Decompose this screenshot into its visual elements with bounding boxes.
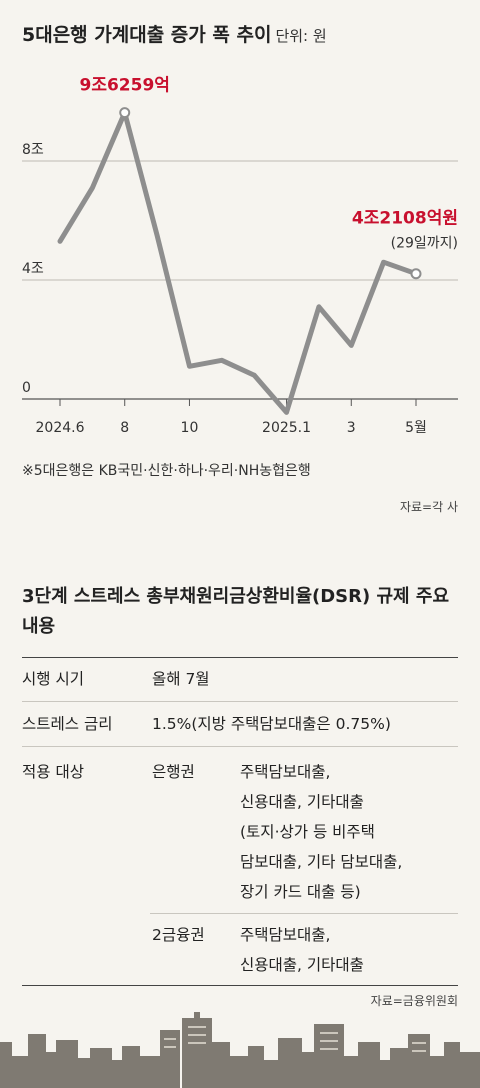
group-name-nonbank: 2금융권	[152, 926, 205, 944]
footnote: ※5대은행은 KB국민·신한·하나·우리·NH농협은행	[22, 463, 311, 479]
source-label: 자료=각 사	[399, 500, 458, 514]
x-tick-label: 5월	[405, 420, 427, 436]
source-label: 자료=금융위원회	[370, 994, 458, 1008]
y-tick-label: 0	[22, 380, 31, 396]
group-line: 신용대출, 기타대출	[240, 793, 364, 811]
x-tick-label: 3	[347, 420, 356, 436]
row-label-target: 적용 대상	[22, 763, 84, 781]
dsr-table-title: 3단계 스트레스 총부채원리금상환비율(DSR) 규제 주요 내용	[22, 586, 450, 637]
group-line: 주택담보대출,	[240, 763, 331, 781]
data-label-note: (29일까지)	[391, 236, 458, 252]
series-line	[57, 110, 419, 415]
row-value-stress-rate: 1.5%(지방 주택담보대출은 0.75%)	[152, 715, 391, 733]
group-line: 장기 카드 대출 등)	[240, 883, 361, 901]
unit-label: 단위: 원	[275, 27, 327, 45]
group-line: (토지·상가 등 비주택	[240, 823, 375, 841]
row-label-stress-rate: 스트레스 금리	[22, 715, 113, 733]
table-bottom-rule	[22, 985, 458, 986]
line-chart: 8조 4조 0 2024.6 8 10 2025.1 3 5월 9조6259억 4조2108억원 (2…	[22, 76, 458, 436]
row-value-timing: 올해 7월	[152, 670, 210, 688]
x-tick-label: 2024.6	[36, 420, 85, 436]
row-label-timing: 시행 시기	[22, 670, 84, 688]
group-divider	[150, 913, 458, 914]
city-skyline-illustration	[0, 1012, 480, 1088]
x-tick-label: 10	[181, 420, 199, 436]
table-top-rule	[22, 657, 458, 658]
x-tick-label: 8	[120, 420, 129, 436]
highlight-point	[410, 268, 422, 280]
row-divider	[22, 746, 458, 747]
y-tick-label: 8조	[22, 142, 44, 158]
group-line: 주택담보대출,	[240, 926, 331, 944]
data-label: 4조2108억원	[352, 209, 458, 229]
group-line: 신용대출, 기타대출	[240, 956, 364, 974]
row-divider	[22, 701, 458, 702]
data-label: 9조6259억	[80, 76, 170, 96]
highlight-point	[119, 107, 131, 119]
group-name-bank: 은행권	[152, 763, 195, 781]
x-tick-label: 2025.1	[262, 420, 311, 436]
chart-title: 5대은행 가계대출 증가 폭 추이 단위: 원	[22, 24, 327, 46]
y-tick-label: 4조	[22, 261, 44, 277]
group-line: 담보대출, 기타 담보대출,	[240, 853, 403, 871]
